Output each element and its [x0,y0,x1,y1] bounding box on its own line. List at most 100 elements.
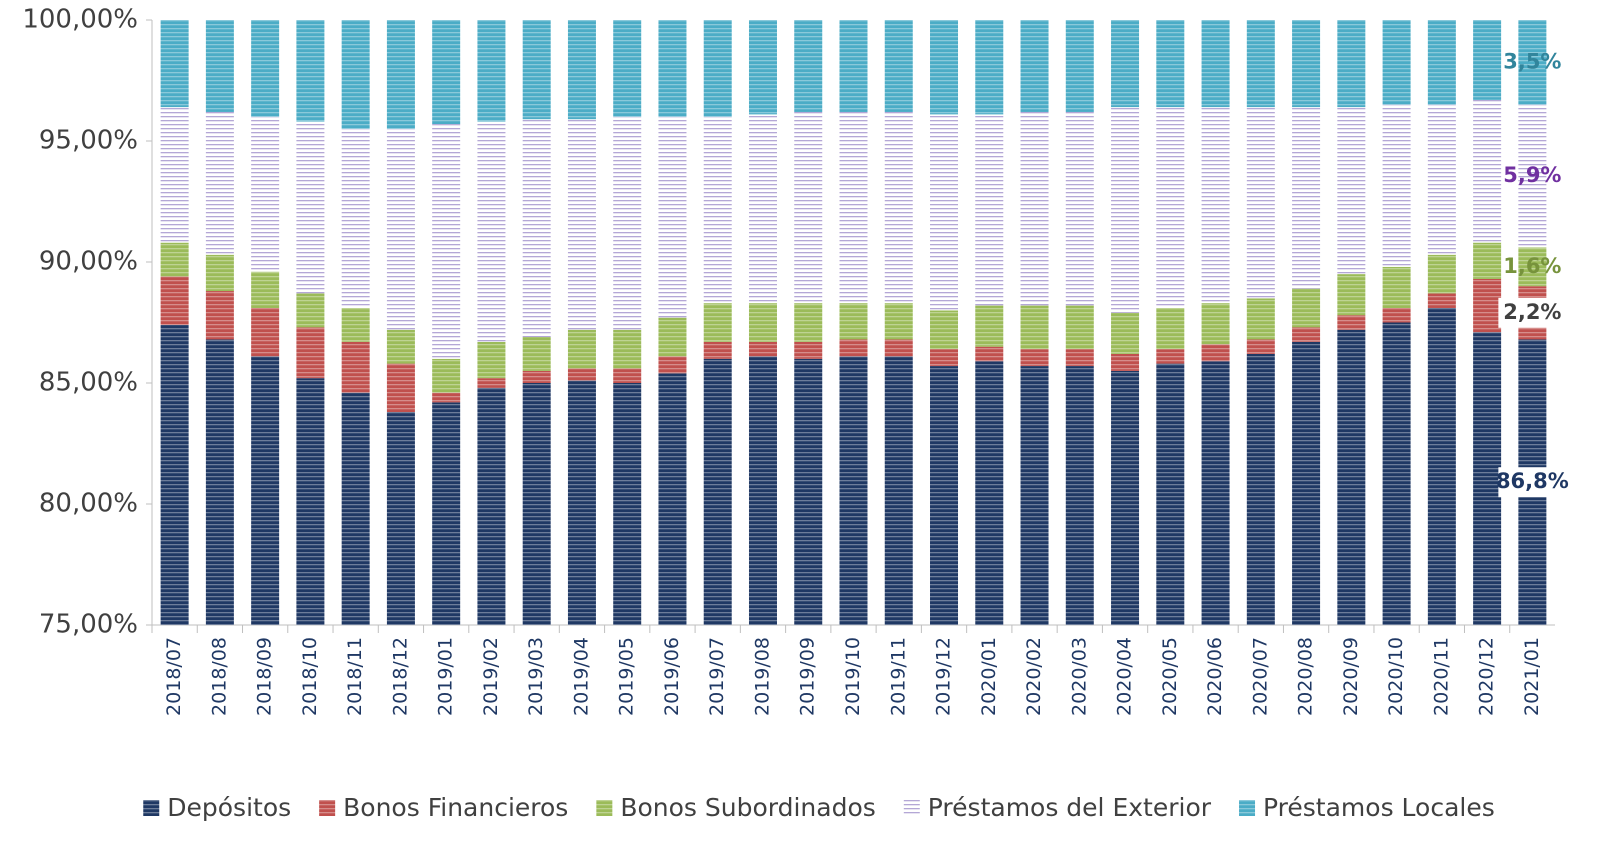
legend-label: Préstamos del Exterior [928,793,1212,822]
bar-segment [1246,107,1275,299]
x-tick-label: 2019/03 [525,637,547,716]
x-tick-label: 2018/10 [299,637,321,716]
bar-segment [296,20,325,122]
bar-segment [386,412,415,625]
bar-segment [477,378,506,388]
bar-segment [975,114,1004,306]
bar-segment [975,305,1004,347]
bar-segment [386,128,415,330]
x-tick-label: 2018/11 [344,637,366,716]
x-tick-label: 2020/04 [1114,637,1136,716]
bar-segment [703,303,732,342]
bar-segment [1382,322,1411,625]
bar-segment [1065,349,1094,367]
bar-segment [432,402,461,625]
bar-segment [341,341,370,393]
bar-segment [1292,107,1321,289]
bar-segment [1292,288,1321,328]
bar-segment [160,324,189,625]
bar-segment [930,366,959,625]
y-tick-label: 85,00% [39,368,138,398]
bar-segment [884,111,913,304]
x-tick-label: 2019/05 [616,637,638,716]
data-label: 2,2% [1503,300,1561,324]
legend-label: Depósitos [167,793,291,822]
x-tick-label: 2020/01 [978,637,1000,716]
bar-segment [205,111,234,255]
x-tick-label: 2020/06 [1204,637,1226,716]
bar-segment [794,20,823,112]
x-tick-label: 2018/09 [254,637,276,716]
bar-segment [1473,20,1502,100]
bar-segment [522,119,551,338]
bar-segment [341,307,370,342]
bar-segment [1201,344,1230,362]
bar-segment [386,329,415,364]
x-tick-label: 2020/07 [1249,637,1271,716]
bar-segment [794,303,823,342]
bar-segment [1427,20,1456,105]
bar-segment [839,303,868,340]
x-tick-label: 2019/12 [933,637,955,716]
x-tick-label: 2019/08 [751,637,773,716]
x-tick-label: 2020/09 [1340,637,1362,716]
bar-segment [794,341,823,359]
bar-segment [1518,104,1547,248]
legend-swatch [596,800,613,816]
bar-segment [613,116,642,330]
bar-segment [567,119,596,330]
bar-segment [1201,303,1230,345]
bar-segment [1518,247,1547,287]
bar-segment [1337,107,1366,275]
bar-segment [1246,339,1275,354]
x-tick-label: 2020/08 [1295,637,1317,716]
bar-segment [930,114,959,311]
bar-segment [975,361,1004,625]
bar-segment [1246,353,1275,625]
bar-segment [1111,370,1140,625]
bar-segment [567,368,596,381]
bar-segment [1111,107,1140,313]
bar-segment [839,111,868,304]
bar-segment [341,128,370,308]
bar-segment [748,114,777,304]
bar-segment [251,116,280,272]
bar-segment [1382,20,1411,105]
bar-segment [1292,327,1321,342]
bar-segment [251,20,280,117]
bar-segment [1382,104,1411,267]
x-tick-label: 2020/12 [1476,637,1498,716]
bar-segment [386,363,415,413]
bar-segment [251,271,280,308]
bar-segment [1065,366,1094,625]
bar-segment [1337,274,1366,316]
bar-segment [1427,293,1456,308]
y-tick-label: 100,00% [22,5,138,35]
bar-segment [1427,307,1456,625]
bar-segment [794,111,823,304]
bar-segment [1246,298,1275,340]
bar-segment [1246,20,1275,108]
bar-segment [1065,305,1094,350]
x-tick-label: 2020/05 [1159,637,1181,716]
bar-segment [1201,20,1230,108]
x-tick-label: 2020/02 [1023,637,1045,716]
bar-segment [1111,20,1140,108]
bar-segment [884,356,913,625]
bar-segment [975,20,1004,115]
y-tick-label: 90,00% [39,247,138,277]
bar-segment [1201,361,1230,625]
bar-segment [1020,20,1049,112]
bar-segment [522,370,551,383]
bar-segment [1337,329,1366,625]
data-label: 86,8% [1496,469,1569,493]
bar-segment [1156,307,1185,350]
x-tick-label: 2019/10 [842,637,864,716]
bar-segment [522,20,551,120]
bar-segment [1020,349,1049,367]
bar-segment [839,356,868,625]
bar-segment [658,20,687,117]
y-tick-label: 95,00% [39,126,138,156]
x-tick-label: 2019/11 [887,637,909,716]
